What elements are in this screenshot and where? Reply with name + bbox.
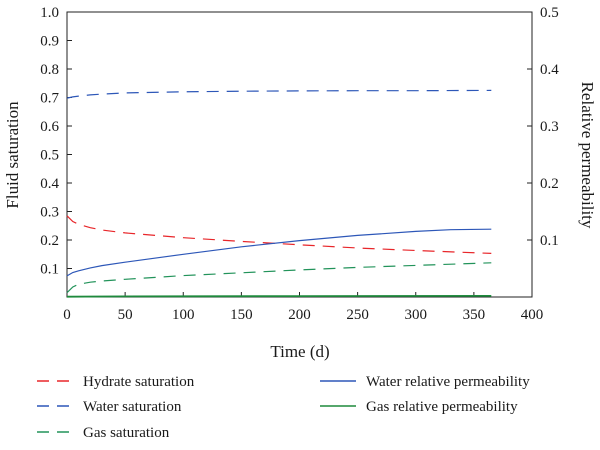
x-tick-label: 350: [463, 307, 486, 323]
x-tick-label: 100: [172, 307, 195, 323]
series-line-4: [66, 228, 492, 277]
legend-label: Hydrate saturation: [83, 374, 195, 390]
x-axis-label: Time (d): [270, 342, 329, 361]
x-tick-label: 0: [63, 307, 71, 323]
legend-label: Water saturation: [83, 399, 182, 415]
plot-frame: [66, 11, 533, 298]
y-tick-label: 0.2: [40, 233, 59, 249]
y-tick-label: 0.8: [40, 62, 59, 78]
y-tick-label: 0.4: [40, 176, 59, 192]
y-tick-label: 0.5: [40, 148, 59, 164]
legend-label: Gas relative permeability: [366, 399, 518, 415]
y-tick-label: 0.9: [40, 34, 59, 50]
y-tick-label: 0.1: [40, 262, 59, 278]
x-tick-label: 300: [405, 307, 428, 323]
x-tick-label: 400: [521, 307, 544, 323]
series-line-1: [66, 215, 492, 254]
y-tick-label: 0.7: [40, 91, 59, 107]
y-tick-label: 0.6: [40, 119, 59, 135]
y2-tick-label: 0.4: [540, 62, 559, 78]
y2-tick-label: 0.1: [540, 233, 559, 249]
series-line-3: [66, 262, 492, 294]
y2-axis-label: Relative permeability: [578, 82, 597, 229]
series-line-2: [66, 89, 492, 99]
x-tick-label: 50: [118, 307, 133, 323]
y-tick-label: 0.3: [40, 205, 59, 221]
legend-label: Water relative permeability: [366, 374, 530, 390]
legend-label: Gas saturation: [83, 425, 170, 441]
series-line-5: [66, 294, 492, 298]
series-layer: [66, 89, 492, 298]
y2-tick-label: 0.2: [540, 176, 559, 192]
legend: Hydrate saturation Water saturation Gas sa…: [37, 374, 530, 441]
y2-tick-label: 0.5: [540, 5, 559, 21]
x-tick-label: 200: [288, 307, 311, 323]
x-tick-label: 150: [230, 307, 253, 323]
y-tick-label: 1.0: [40, 5, 59, 21]
axes: 0 50 100 150 200 250 300 350 400 0.1 0.2 0.3 0.4 0.5 0…: [40, 5, 559, 323]
x-tick-label: 250: [346, 307, 369, 323]
y-axis-label: Fluid saturation: [3, 101, 22, 209]
y2-tick-label: 0.3: [540, 119, 559, 135]
